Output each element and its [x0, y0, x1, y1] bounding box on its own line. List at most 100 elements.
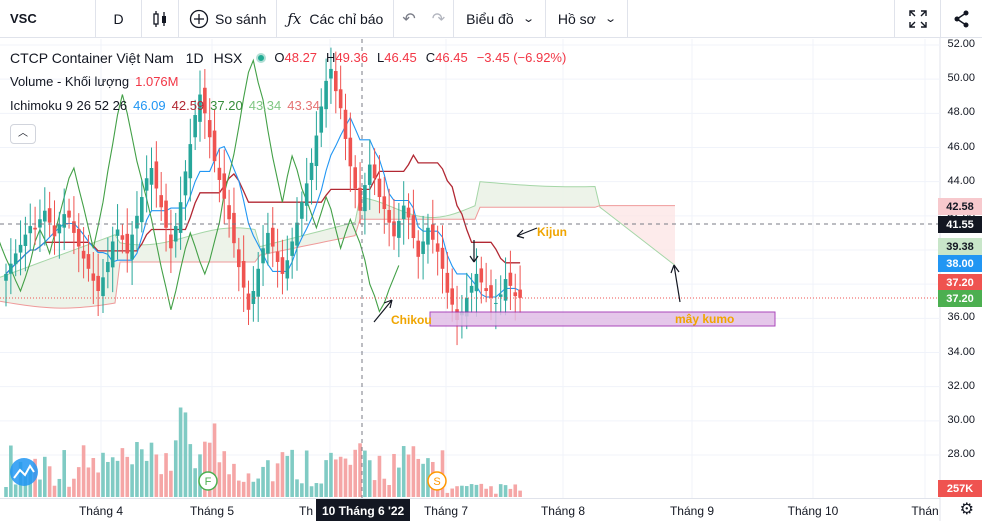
price-tick-label: 52.00: [947, 38, 975, 50]
time-axis[interactable]: Tháng 4 Tháng 5 Th Tháng 7 Tháng 8 Tháng…: [0, 498, 940, 521]
toolbar-divider: [627, 0, 629, 38]
share-button[interactable]: [941, 0, 982, 38]
volume-bar: [489, 486, 493, 497]
toolbar-right: [894, 0, 982, 38]
chart-type-dropdown[interactable]: Biểu đồ ⌄: [454, 0, 545, 38]
candle-body: [324, 80, 328, 110]
candle-body: [110, 241, 115, 268]
candle-body: [397, 220, 401, 238]
candle-body: [503, 279, 508, 301]
candle-body: [203, 87, 207, 114]
split-marker-s[interactable]: S: [427, 471, 447, 491]
volume-bar: [372, 480, 377, 497]
tradingview-logo[interactable]: [10, 458, 38, 486]
candle-body: [329, 68, 333, 79]
undo-button[interactable]: ↶: [394, 0, 423, 38]
chart-settings-button[interactable]: ⚙: [960, 499, 974, 519]
candle-body: [115, 229, 120, 236]
chart-style-button[interactable]: [142, 0, 178, 38]
dividend-marker-f[interactable]: F: [198, 471, 218, 491]
candle-body: [270, 227, 275, 247]
toolbar-divider: [178, 0, 179, 38]
volume-bar: [261, 466, 265, 497]
candle-body: [4, 273, 8, 281]
volume-bar: [183, 412, 188, 497]
arrow-kijun[interactable]: [516, 227, 538, 239]
high-value: 49.36: [335, 50, 368, 65]
fullscreen-button[interactable]: [895, 0, 940, 38]
high-label: H: [326, 50, 336, 65]
interval-button[interactable]: D: [113, 10, 124, 27]
volume-bar: [135, 442, 139, 497]
collapse-legend-button[interactable]: ︿: [10, 124, 36, 144]
profile-dropdown[interactable]: Hồ sơ ⌄: [546, 0, 627, 38]
volume-bar: [295, 479, 299, 497]
chevron-up-icon: ︿: [18, 128, 28, 139]
candle-body: [130, 234, 134, 260]
toolbar-divider: [940, 0, 941, 38]
drawing-arrows[interactable]: [373, 227, 681, 323]
volume-bar: [484, 488, 488, 497]
candle-body: [173, 226, 178, 242]
kumo-annotation[interactable]: mây kumo: [675, 312, 734, 326]
arrow-tenkan[interactable]: [469, 240, 479, 263]
top-toolbar: VSC D So sánh ƒx Các chỉ báo ↶ ↷ Biểu đồ…: [0, 0, 982, 38]
kijun-annotation[interactable]: Kijun: [537, 225, 567, 239]
volume-bar: [329, 452, 333, 497]
marker-f-label: F: [205, 476, 212, 488]
candle-body: [241, 260, 246, 288]
candle-body: [86, 254, 91, 269]
chart-legend: CTCP Container Việt Nam 1D HSX O48.27 H4…: [10, 46, 572, 144]
indicators-label: Các chỉ báo: [309, 10, 384, 27]
volume-bar: [314, 483, 319, 497]
candle-body: [169, 234, 173, 249]
volume-bar: [401, 446, 406, 497]
candle-body: [275, 251, 280, 262]
candle-body: [435, 243, 440, 252]
candle-body: [280, 257, 285, 274]
kumo-annotation-box[interactable]: [429, 311, 776, 327]
toolbar-divider: [453, 0, 455, 38]
compare-button[interactable]: So sánh: [179, 0, 276, 38]
candle-body: [367, 164, 372, 185]
compare-label: So sánh: [215, 10, 267, 27]
volume-bar: [343, 458, 348, 497]
redo-button[interactable]: ↷: [424, 0, 453, 38]
candle-body: [154, 161, 159, 189]
candle-body: [47, 208, 52, 223]
candle-body: [266, 232, 270, 254]
legend-exchange: HSX: [213, 50, 243, 66]
volume-bar: [397, 467, 401, 497]
volume-bar: [91, 458, 96, 497]
candle-body: [387, 209, 391, 223]
volume-bar: [319, 483, 324, 497]
volume-bar: [4, 487, 8, 497]
ichimoku-tenkan-value: 46.09: [133, 98, 166, 113]
volume-bar: [464, 486, 469, 497]
candle-body: [106, 261, 110, 273]
volume-bar: [474, 484, 479, 497]
volume-legend-row[interactable]: Volume - Khối lượng 1.076M: [10, 70, 572, 94]
time-label-october: Tháng 10: [787, 504, 839, 518]
volume-bar: [256, 478, 260, 497]
volume-bar: [217, 462, 222, 497]
symbol-search-button[interactable]: VSC: [10, 11, 37, 26]
volume-bar: [304, 450, 309, 497]
volume-bar: [266, 460, 270, 497]
volume-bar: [275, 463, 280, 497]
volume-bar: [411, 446, 416, 497]
volume-bar: [169, 470, 173, 497]
indicators-button[interactable]: ƒx Các chỉ báo: [277, 0, 393, 38]
symbol-legend-row[interactable]: CTCP Container Việt Nam 1D HSX O48.27 H4…: [10, 46, 572, 70]
volume-bar: [382, 478, 387, 497]
arrow-chikou[interactable]: [373, 299, 393, 323]
volume-bar: [498, 484, 503, 497]
candle-body: [498, 294, 503, 297]
chikou-annotation[interactable]: Chikou: [391, 313, 432, 327]
ichimoku-legend-row[interactable]: Ichimoku 9 26 52 26 46.09 42.59 37.20 43…: [10, 94, 572, 118]
volume-bar: [251, 481, 256, 497]
volume-label: Volume - Khối lượng: [10, 74, 130, 89]
arrow-kumo[interactable]: [670, 264, 681, 303]
volume-bar: [188, 444, 193, 497]
